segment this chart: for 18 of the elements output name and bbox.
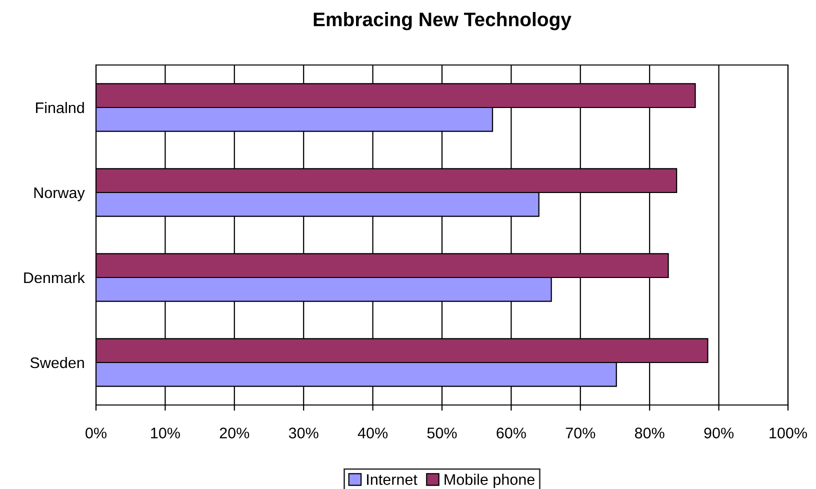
- x-tick-label: 40%: [358, 428, 388, 438]
- x-tick-label: 0%: [86, 428, 106, 438]
- y-tick-label: Finalnd: [36, 102, 84, 114]
- x-tick-label: 20%: [220, 428, 250, 438]
- x-tick-label: 60%: [496, 428, 526, 438]
- x-tick-label: 90%: [704, 428, 734, 438]
- x-tick-label: 80%: [634, 428, 664, 438]
- legend-label: Internet: [367, 474, 418, 485]
- y-tick-label: Sweden: [30, 356, 84, 368]
- x-tick-label: 30%: [288, 428, 318, 438]
- x-tick-label: 50%: [427, 428, 457, 438]
- x-tick-label: 70%: [566, 428, 596, 438]
- y-tick-label: Norway: [34, 188, 85, 202]
- x-tick-label: 100%: [770, 428, 807, 438]
- y-tick-label: Denmark: [24, 272, 85, 284]
- legend-label: Mobile phone: [444, 474, 534, 488]
- chart-title: Embracing New Technology: [314, 12, 572, 30]
- x-tick-label: 10%: [151, 428, 180, 438]
